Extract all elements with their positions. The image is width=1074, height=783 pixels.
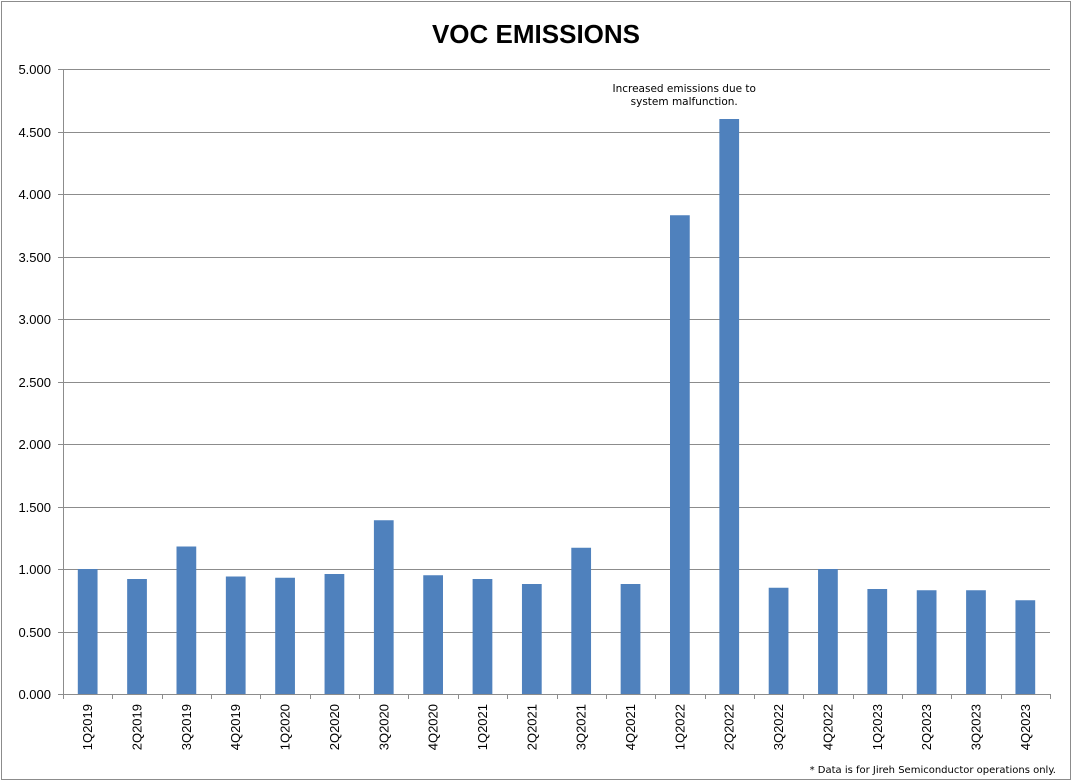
x-tick-label: 2Q2019: [130, 704, 145, 750]
y-tick-label: 3.000: [18, 312, 51, 327]
y-tick-label: 0.500: [18, 625, 51, 640]
x-tick-label: 2Q2023: [919, 704, 934, 750]
bar-1Q2019: [77, 569, 98, 694]
x-tick-label: 4Q2023: [1018, 704, 1033, 750]
x-tick-label: 4Q2019: [228, 704, 243, 750]
y-tick-label: 2.500: [18, 375, 51, 390]
bar-2Q2020: [324, 574, 345, 694]
bar-1Q2023: [867, 589, 888, 694]
y-tick-label: 0.000: [18, 687, 51, 702]
x-tick-label: 1Q2023: [870, 704, 885, 750]
x-tick-label: 1Q2021: [475, 704, 490, 750]
y-tick-label: 4.500: [18, 125, 51, 140]
bar-1Q2020: [275, 577, 295, 694]
x-tick-label: 2Q2022: [722, 704, 737, 750]
annotation-text: Increased emissions due to: [612, 83, 755, 95]
x-tick-label: 1Q2020: [278, 704, 293, 750]
annotation-text: system malfunction.: [631, 96, 738, 108]
bar-1Q2021: [472, 579, 493, 694]
bar-4Q2021: [620, 584, 641, 694]
gridlines: [58, 69, 1050, 695]
x-tick-label: 3Q2021: [574, 704, 589, 750]
x-tick-label: 3Q2019: [179, 704, 194, 750]
bar-4Q2023: [1015, 600, 1036, 694]
bar-3Q2021: [571, 547, 592, 694]
x-tick-label: 1Q2022: [672, 704, 687, 750]
y-tick-label: 4.000: [18, 187, 51, 202]
footnote: * Data is for Jireh Semiconductor operat…: [810, 765, 1056, 776]
bar-3Q2019: [176, 546, 197, 694]
x-tick-label: 3Q2022: [771, 704, 786, 750]
x-axis: 1Q2019 2Q2019 3Q2019 4Q2019 1Q2020 2Q2020 3Q20…: [80, 694, 1051, 750]
bar-4Q2022: [818, 569, 838, 694]
y-tick-label: 1.500: [18, 500, 51, 515]
x-tick-label: 4Q2022: [820, 704, 835, 750]
bar-4Q2020: [423, 575, 443, 694]
bar-3Q2020: [373, 520, 394, 694]
bar-2Q2019: [127, 579, 147, 694]
x-tick-label: 3Q2023: [968, 704, 983, 750]
y-axis: 0.000 0.500 1.000 1.500 2.000 2.500 3.000 3.500…: [18, 62, 64, 702]
y-tick-label: 3.500: [18, 250, 51, 265]
x-tick-label: 1Q2019: [80, 704, 95, 750]
y-tick-label: 2.000: [18, 437, 51, 452]
bar-3Q2022: [768, 587, 789, 694]
y-tick-label: 5.000: [18, 62, 51, 77]
x-tick-label: 2Q2020: [327, 704, 342, 750]
bars: [77, 119, 1036, 694]
chart-title: VOC EMISSIONS: [432, 19, 640, 49]
bar-4Q2019: [225, 576, 246, 694]
y-tick-label: 1.000: [18, 562, 51, 577]
x-tick-label: 4Q2020: [426, 704, 441, 750]
bar-3Q2023: [966, 590, 986, 694]
bar-1Q2022: [670, 215, 690, 694]
bar-2Q2022: [719, 119, 740, 694]
bar-2Q2021: [521, 584, 542, 694]
x-tick-label: 2Q2021: [524, 704, 539, 750]
x-tick-label: 4Q2021: [623, 704, 638, 750]
x-tick-label: 3Q2020: [376, 704, 391, 750]
bar-2Q2023: [916, 590, 937, 694]
